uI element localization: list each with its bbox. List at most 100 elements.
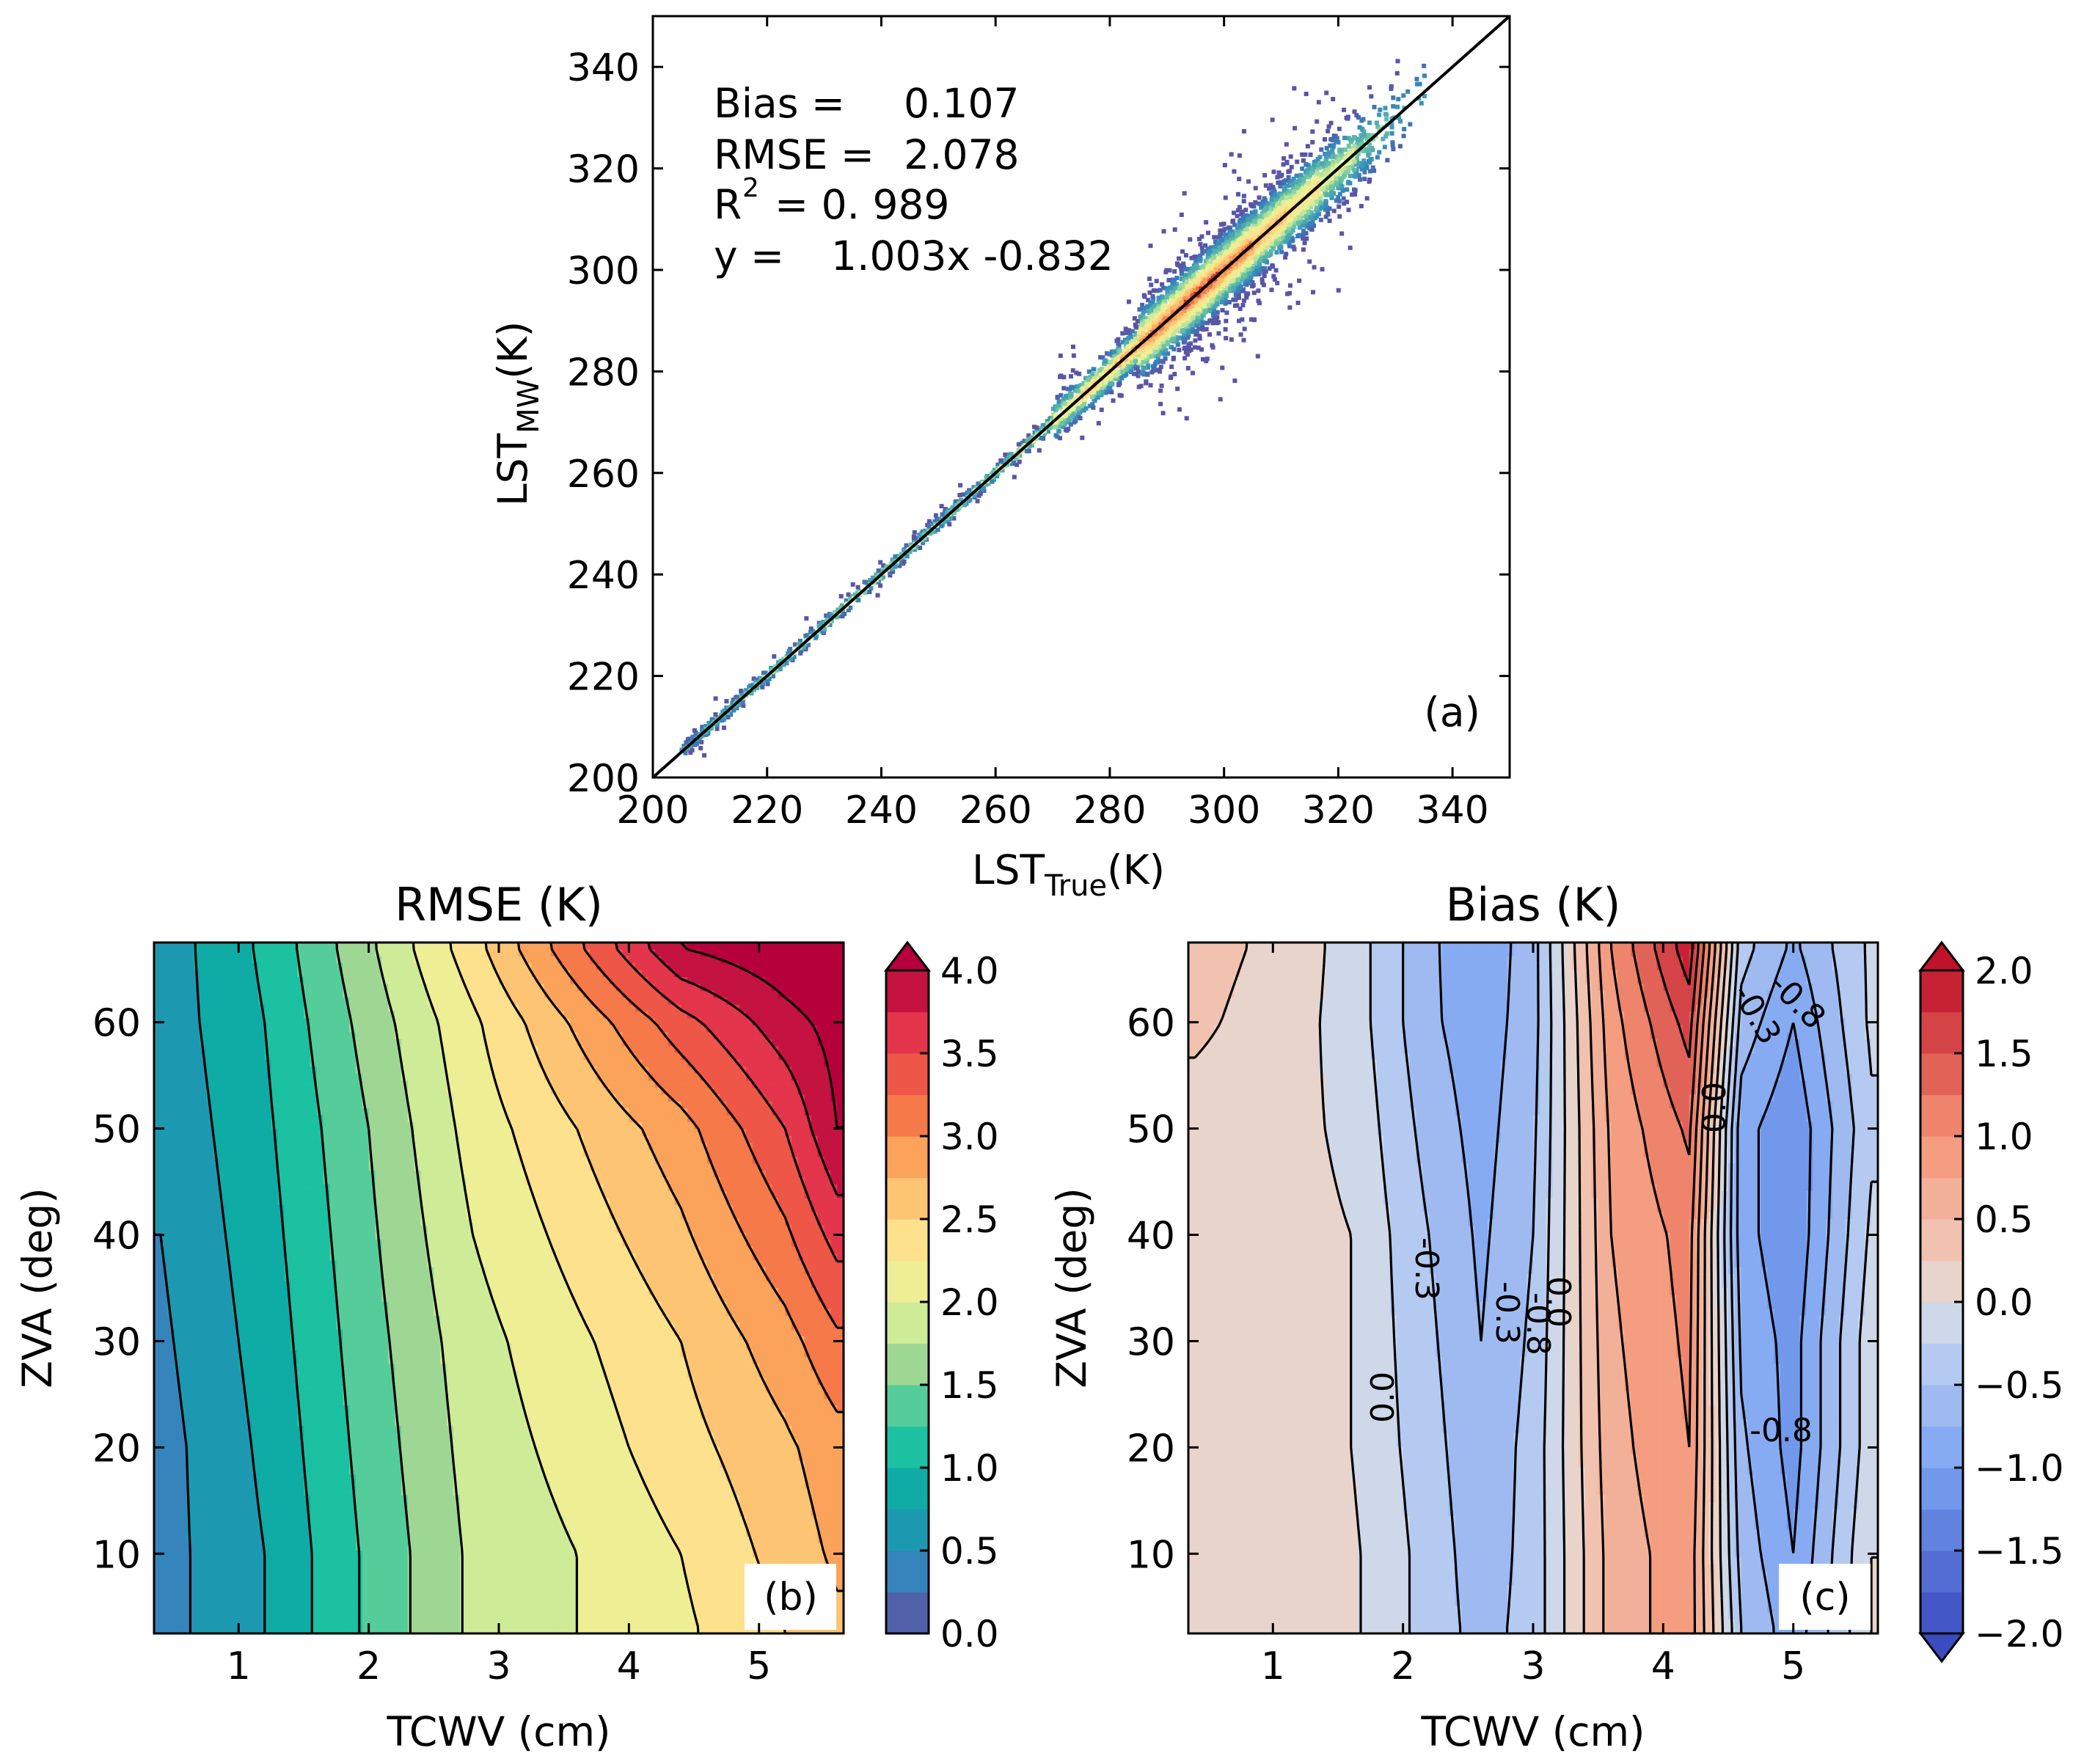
density-point <box>1328 179 1333 184</box>
density-point <box>1067 411 1072 417</box>
density-point <box>1337 170 1342 175</box>
density-point <box>1257 271 1262 277</box>
density-point <box>888 570 893 575</box>
density-point <box>1196 326 1202 332</box>
density-point <box>1105 376 1111 381</box>
density-point <box>1374 120 1379 125</box>
density-point <box>1105 373 1111 378</box>
density-point <box>959 497 964 502</box>
density-point <box>1329 181 1334 186</box>
density-point <box>1320 164 1326 169</box>
density-point <box>1172 278 1177 283</box>
density-point <box>1283 226 1288 231</box>
density-point <box>1160 341 1166 346</box>
density-point <box>1181 340 1186 345</box>
density-point <box>1222 227 1227 232</box>
density-point <box>1145 304 1150 309</box>
density-point <box>902 559 907 564</box>
density-point <box>1264 212 1269 217</box>
density-point <box>1107 386 1112 391</box>
density-point <box>1253 256 1258 261</box>
density-point <box>1184 416 1189 421</box>
density-point <box>893 564 898 569</box>
density-point <box>761 681 766 687</box>
density-point <box>1111 368 1116 373</box>
density-point <box>1189 255 1194 260</box>
density-point <box>939 524 944 529</box>
density-point <box>1276 201 1282 206</box>
density-point <box>1342 155 1348 161</box>
density-point <box>1314 208 1319 213</box>
density-point <box>1116 341 1121 346</box>
density-point <box>1306 166 1312 172</box>
density-point <box>1328 169 1333 175</box>
density-point <box>1022 439 1027 444</box>
density-point <box>1337 199 1342 204</box>
density-point <box>1256 288 1261 293</box>
density-point <box>1263 255 1268 260</box>
density-point <box>1166 310 1171 315</box>
density-point <box>799 648 804 654</box>
density-point <box>1065 404 1070 409</box>
density-point <box>1034 431 1039 436</box>
density-point <box>1269 197 1274 202</box>
density-point <box>700 728 705 733</box>
density-point <box>740 700 745 706</box>
density-point <box>900 556 905 561</box>
density-point <box>1318 217 1323 222</box>
density-point <box>1311 192 1316 197</box>
density-point <box>803 633 808 638</box>
density-point <box>1353 191 1358 197</box>
density-point <box>1301 236 1306 241</box>
density-point <box>1141 359 1146 365</box>
density-point <box>1273 227 1279 233</box>
density-point <box>1389 125 1394 130</box>
density-point <box>1229 337 1234 342</box>
density-point <box>821 619 826 624</box>
density-point <box>1071 411 1076 416</box>
density-point <box>972 485 977 490</box>
density-point <box>1330 191 1335 197</box>
density-point <box>1308 199 1313 204</box>
density-point <box>1246 222 1251 227</box>
density-point <box>1181 336 1186 341</box>
density-point <box>1131 371 1136 376</box>
density-point <box>1250 279 1255 285</box>
density-point <box>731 698 736 703</box>
density-point <box>1359 137 1364 142</box>
density-point <box>1153 330 1158 335</box>
density-point <box>1138 350 1144 355</box>
density-point <box>1303 219 1308 224</box>
density-point <box>1350 166 1355 171</box>
density-point <box>1288 154 1293 159</box>
density-point <box>1220 296 1225 301</box>
density-point <box>1224 245 1229 250</box>
density-point <box>1384 112 1389 117</box>
density-point <box>1315 205 1320 211</box>
density-point <box>1171 347 1177 352</box>
density-point <box>1094 372 1099 377</box>
density-point <box>1265 245 1270 250</box>
density-point <box>1331 164 1336 169</box>
density-point <box>1131 352 1136 357</box>
density-point <box>721 725 726 731</box>
density-point <box>1286 219 1291 224</box>
density-point <box>1361 131 1367 136</box>
density-point <box>1177 256 1182 261</box>
density-point <box>1237 318 1242 323</box>
density-point <box>1304 183 1309 189</box>
density-point <box>1350 192 1355 197</box>
density-point <box>1304 213 1309 219</box>
density-point <box>1297 178 1302 183</box>
density-point <box>1273 197 1279 202</box>
density-point <box>878 560 883 565</box>
density-point <box>1360 147 1365 153</box>
density-point <box>881 563 886 568</box>
density-point <box>1114 338 1119 343</box>
density-point <box>1114 369 1119 374</box>
density-point <box>1141 306 1147 311</box>
density-point <box>1196 307 1202 312</box>
density-point <box>1163 348 1169 353</box>
density-point <box>1172 371 1177 376</box>
density-point <box>1246 260 1251 265</box>
